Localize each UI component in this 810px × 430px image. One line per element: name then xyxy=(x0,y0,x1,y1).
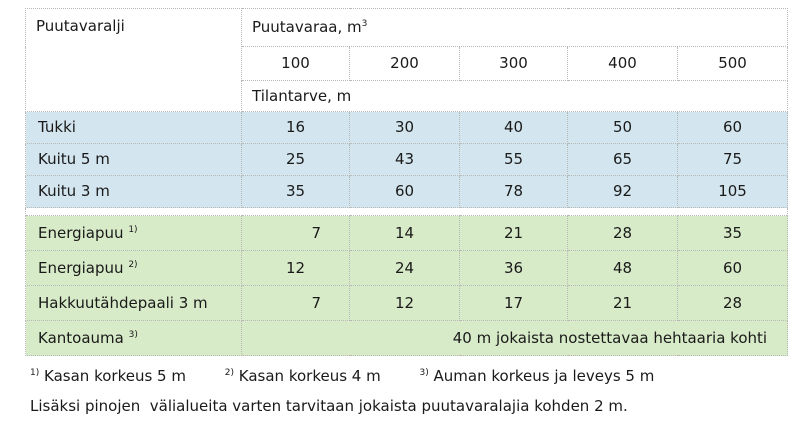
footnote: 1) Kasan korkeus 5 m xyxy=(30,366,186,386)
volume-header: Puutavaraa, m3 xyxy=(240,8,789,47)
header-row-volume: Puutavaralji Puutavaraa, m3 xyxy=(25,8,789,112)
volume-header-sup: 3 xyxy=(361,19,368,29)
footnote-text: Kasan korkeus 5 m xyxy=(44,367,186,385)
volume-cell: 200 xyxy=(349,46,460,81)
table-cell: 25 xyxy=(241,143,350,176)
footnote-mark: 3) xyxy=(128,329,138,340)
table-cell: 40 xyxy=(459,111,568,144)
volume-cell: 100 xyxy=(241,46,350,81)
row-label: Energiapuu 2) xyxy=(25,250,242,286)
additional-note: Lisäksi pinojen välialueita varten tarvi… xyxy=(30,397,628,415)
table-cell: 48 xyxy=(567,250,678,286)
volume-cell: 500 xyxy=(676,46,789,81)
table-cell: 21 xyxy=(567,285,678,321)
group-separator xyxy=(24,207,789,216)
row-label-text: Energiapuu xyxy=(38,223,124,242)
header-row-space: Tilantarve, m xyxy=(26,80,789,112)
table-cell: 16 xyxy=(241,111,350,144)
row-label-text: Kantoauma xyxy=(38,328,124,347)
footnote-mark: 2) xyxy=(224,368,234,378)
table-cell: 12 xyxy=(349,285,460,321)
table-cell: 24 xyxy=(349,250,460,286)
table-cell: 12 xyxy=(241,250,350,286)
table-row: Kantoauma 3) 40 m jokaista nostettavaa h… xyxy=(25,320,789,356)
header-row-volumes: 100 200 300 400 500 xyxy=(26,46,789,81)
footnote-mark: 2) xyxy=(128,259,138,270)
table-cell: 55 xyxy=(459,143,568,176)
space-header: Tilantarve, m xyxy=(240,80,789,112)
table-row: Kuitu 5 m 25 43 55 65 75 xyxy=(25,143,789,176)
table-cell: 60 xyxy=(349,175,460,208)
footnote-mark: 3) xyxy=(419,368,429,378)
table-cell: 7 xyxy=(241,285,350,321)
kantoauma-note: 40 m jokaista nostettavaa hehtaaria koht… xyxy=(240,320,789,356)
table-row: Kuitu 3 m 35 60 78 92 105 xyxy=(25,175,789,208)
row-label: Tukki xyxy=(25,111,242,144)
footnote-mark: 1) xyxy=(30,368,40,378)
table-cell: 78 xyxy=(459,175,568,208)
table-cell: 60 xyxy=(676,250,789,286)
table-cell: 105 xyxy=(676,175,789,208)
group-separator-cell xyxy=(24,207,789,216)
table-cell: 65 xyxy=(567,143,678,176)
space-requirement-table: Puutavaralji Puutavaraa, m3 100 200 300 … xyxy=(24,8,789,356)
footnotes-line: 1) Kasan korkeus 5 m 2) Kasan korkeus 4 … xyxy=(30,366,688,396)
table-cell: 28 xyxy=(567,215,678,251)
column-header-timber-type: Puutavaralji xyxy=(25,8,242,112)
table-cell: 92 xyxy=(567,175,678,208)
table-cell: 60 xyxy=(676,111,789,144)
table-cell: 35 xyxy=(676,215,789,251)
table-row: Energiapuu 1) 7 14 21 28 35 xyxy=(25,215,789,251)
volume-cell: 400 xyxy=(567,46,678,81)
table-cell: 43 xyxy=(349,143,460,176)
table-cell: 21 xyxy=(459,215,568,251)
row-label: Kuitu 5 m xyxy=(25,143,242,176)
table-cell: 28 xyxy=(676,285,789,321)
footnote: 2) Kasan korkeus 4 m xyxy=(225,366,381,386)
table-cell: 17 xyxy=(459,285,568,321)
table-row: Hakkuutähdepaali 3 m 7 12 17 21 28 xyxy=(25,285,789,321)
table-notes: 1) Kasan korkeus 5 m 2) Kasan korkeus 4 … xyxy=(30,366,688,426)
footnote-mark: 1) xyxy=(128,224,138,235)
volume-cell: 300 xyxy=(459,46,568,81)
row-label: Hakkuutähdepaali 3 m xyxy=(25,285,242,321)
row-label-text: Energiapuu xyxy=(38,258,124,277)
table-cell: 50 xyxy=(567,111,678,144)
table-cell: 30 xyxy=(349,111,460,144)
footnote: 3) Auman korkeus ja leveys 5 m xyxy=(420,366,655,386)
row-label: Kuitu 3 m xyxy=(25,175,242,208)
table-cell: 7 xyxy=(241,215,350,251)
table-cell: 14 xyxy=(349,215,460,251)
row-label: Energiapuu 1) xyxy=(25,215,242,251)
table-row: Energiapuu 2) 12 24 36 48 60 xyxy=(25,250,789,286)
footnote-text: Kasan korkeus 4 m xyxy=(238,367,381,385)
table-cell: 36 xyxy=(459,250,568,286)
row-label: Kantoauma 3) xyxy=(25,320,242,356)
table-row: Tukki 16 30 40 50 60 xyxy=(25,111,789,144)
footnote-text: Auman korkeus ja leveys 5 m xyxy=(433,367,655,385)
volume-header-text: Puutavaraa, m xyxy=(252,18,362,36)
table-cell: 75 xyxy=(676,143,789,176)
space-requirement-table-container: Puutavaralji Puutavaraa, m3 100 200 300 … xyxy=(24,8,789,356)
table-cell: 35 xyxy=(241,175,350,208)
